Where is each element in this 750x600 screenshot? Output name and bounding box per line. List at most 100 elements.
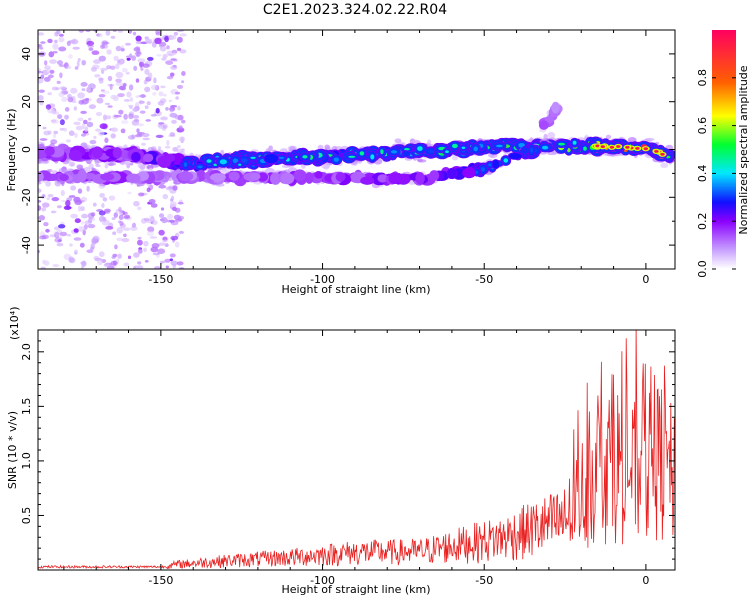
heatmap-cell [90,246,95,251]
heatmap-cell [50,110,58,114]
heatmap-cell [73,121,81,126]
heatmap-cell [38,181,42,185]
heatmap-cell [196,169,206,182]
heatmap-cell [159,46,167,52]
heatmap-cell [80,221,85,225]
spectrogram-x-ticks: -150 -100 -50 0 [63,30,649,286]
heatmap-cell [176,84,184,89]
heatmap-cell [45,228,50,233]
heatmap-cell [118,85,126,91]
heatmap-cell [146,101,151,106]
heatmap-cell [157,100,165,106]
heatmap-cell [388,172,401,185]
heatmap-cell [173,31,179,36]
heatmap-cell [141,142,146,146]
heatmap-cell [162,53,168,59]
heatmap-cell [113,95,119,102]
heatmap-cell [118,206,122,212]
heatmap-cell [165,153,176,163]
heatmap-cell [148,167,153,172]
heatmap-cell [543,133,548,141]
heatmap-cell [112,231,117,235]
heatmap-cell [143,247,147,253]
heatmap-cell [60,190,65,196]
heatmap-cell [547,131,556,139]
heatmap-cell [105,115,112,120]
heatmap-cell [551,101,560,114]
heatmap-cell [97,259,103,266]
heatmap-cell [644,137,655,141]
heatmap-cell [56,242,64,247]
heatmap-cell [118,214,124,221]
heatmap-cell [429,170,440,181]
heatmap-cell [78,99,85,105]
heatmap-cell [40,74,45,80]
heatmap-cell [348,155,356,158]
heatmap-cell [122,227,131,231]
heatmap-cell [166,139,170,146]
heatmap-cell [52,263,60,268]
heatmap-cell [158,122,165,125]
heatmap-cell [86,86,91,93]
heatmap-cell [170,105,178,108]
heatmap-cell [136,123,145,127]
heatmap-cell [101,69,105,74]
heatmap-cell [42,202,50,208]
heatmap-cell [135,102,140,108]
heatmap-cell [99,192,105,198]
heatmap-cell [147,226,155,233]
heatmap-cell [105,226,114,230]
heatmap-cell [127,191,132,195]
heatmap-cell [115,81,124,86]
heatmap-cell [179,33,187,37]
heatmap-cell [249,172,261,181]
heatmap-cell [74,252,78,255]
heatmap-cell [417,146,423,152]
heatmap-cell [77,205,82,212]
heatmap-cell [417,158,423,162]
heatmap-cell [154,266,161,269]
heatmap-cell [91,146,103,159]
heatmap-cell [68,195,76,198]
heatmap-cell [59,231,68,237]
heatmap-cell [98,210,106,216]
heatmap-cell [183,162,188,167]
heatmap-cell [80,110,87,114]
heatmap-cell [181,119,186,124]
heatmap-cell [148,199,156,204]
heatmap-cell [64,107,70,112]
heatmap-cell [73,196,81,203]
heatmap-cell [158,91,164,97]
heatmap-cell [65,200,71,207]
heatmap-cell [87,218,93,223]
heatmap-cell [52,133,57,139]
heatmap-cell [100,173,115,181]
heatmap-cell [154,37,162,45]
heatmap-cell [43,222,49,227]
heatmap-cell [79,242,85,248]
heatmap-cell [59,72,63,79]
heatmap-cell [101,203,105,208]
heatmap-cell [616,145,621,148]
heatmap-cell [43,130,51,136]
heatmap-cell [164,35,170,43]
heatmap-cell [78,226,86,232]
heatmap-cell [107,75,113,82]
heatmap-cell [138,248,143,254]
heatmap-cell [238,163,242,166]
heatmap-cell [69,243,73,247]
colorbar: 0.0 0.2 0.4 0.6 0.8 Normalized spectral ampl… [696,30,750,278]
heatmap-cell [81,133,86,137]
heatmap-cell [66,65,72,70]
x-tick-label: -150 [148,574,173,587]
spectrogram-heatmap [38,30,675,269]
colorbar-tick-label: 0.4 [696,165,709,183]
heatmap-cell [583,146,587,151]
heatmap-cell [164,258,171,263]
heatmap-cell [462,167,476,179]
heatmap-cell [305,172,314,184]
heatmap-cell [77,169,87,182]
heatmap-cell [65,139,71,143]
heatmap-cell [643,147,648,151]
heatmap-cell [85,30,91,33]
